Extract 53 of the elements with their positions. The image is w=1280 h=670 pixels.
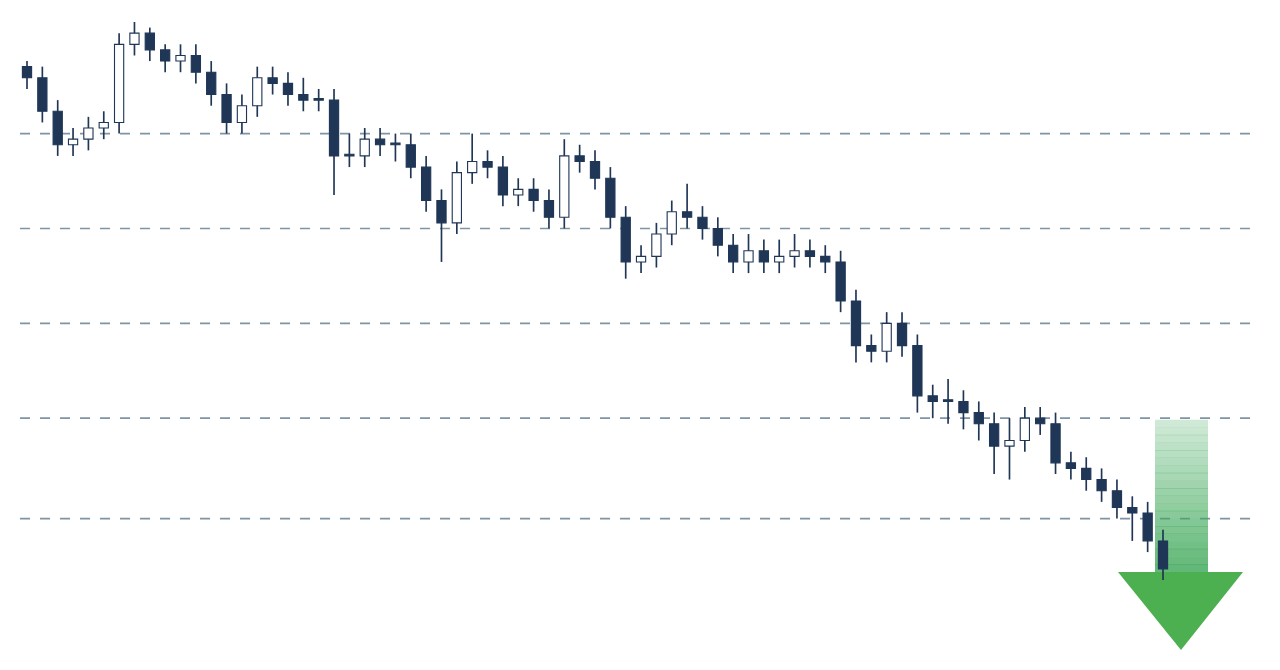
candlestick bbox=[175, 43, 186, 74]
candlestick bbox=[359, 127, 370, 168]
candlestick bbox=[942, 378, 954, 425]
candlestick bbox=[282, 71, 294, 107]
candlestick bbox=[1127, 495, 1138, 542]
candlestick bbox=[666, 199, 677, 247]
candlestick bbox=[1111, 478, 1123, 520]
candlestick bbox=[543, 188, 555, 230]
candlestick bbox=[267, 65, 278, 96]
candlestick bbox=[1004, 417, 1015, 481]
candlestick bbox=[298, 76, 309, 113]
candlestick bbox=[482, 149, 493, 180]
candlestick bbox=[160, 43, 171, 74]
candlestick bbox=[866, 333, 877, 364]
candlestick bbox=[436, 188, 447, 263]
candlestick bbox=[144, 26, 155, 62]
candlestick bbox=[574, 143, 585, 174]
candlestick bbox=[206, 60, 217, 107]
candlestick bbox=[758, 238, 770, 274]
candlestick bbox=[1081, 456, 1092, 492]
candlestick bbox=[313, 88, 324, 113]
candlestick bbox=[528, 177, 539, 213]
candlestick bbox=[820, 244, 831, 274]
candlestick bbox=[973, 400, 984, 442]
candlestick bbox=[988, 411, 1000, 475]
candlestick bbox=[804, 238, 816, 269]
candlestick bbox=[589, 149, 601, 191]
candlestick bbox=[774, 238, 785, 274]
candlestick bbox=[21, 60, 33, 90]
candlestick bbox=[83, 116, 94, 152]
candlestick bbox=[513, 177, 524, 207]
candlestick bbox=[728, 233, 739, 274]
candlestick bbox=[681, 182, 693, 230]
candlestick bbox=[405, 132, 416, 180]
candlestick bbox=[743, 233, 754, 274]
candlestick bbox=[712, 216, 723, 258]
candlestick bbox=[98, 110, 109, 141]
candlestick bbox=[129, 22, 140, 57]
candlestick bbox=[1019, 406, 1030, 453]
candlestick bbox=[344, 132, 355, 168]
candlestick bbox=[236, 93, 248, 135]
candlestick bbox=[467, 132, 478, 185]
candlestick bbox=[958, 389, 969, 431]
candlestick bbox=[697, 205, 708, 241]
candlestick bbox=[635, 244, 647, 274]
candlestick bbox=[651, 222, 662, 269]
candlestick bbox=[896, 311, 908, 358]
candlestick bbox=[390, 132, 401, 163]
candlestick bbox=[927, 383, 938, 420]
candlestick bbox=[789, 233, 800, 269]
candlestick bbox=[1096, 467, 1107, 503]
candlestick bbox=[190, 43, 202, 85]
candlestick bbox=[1065, 450, 1077, 481]
